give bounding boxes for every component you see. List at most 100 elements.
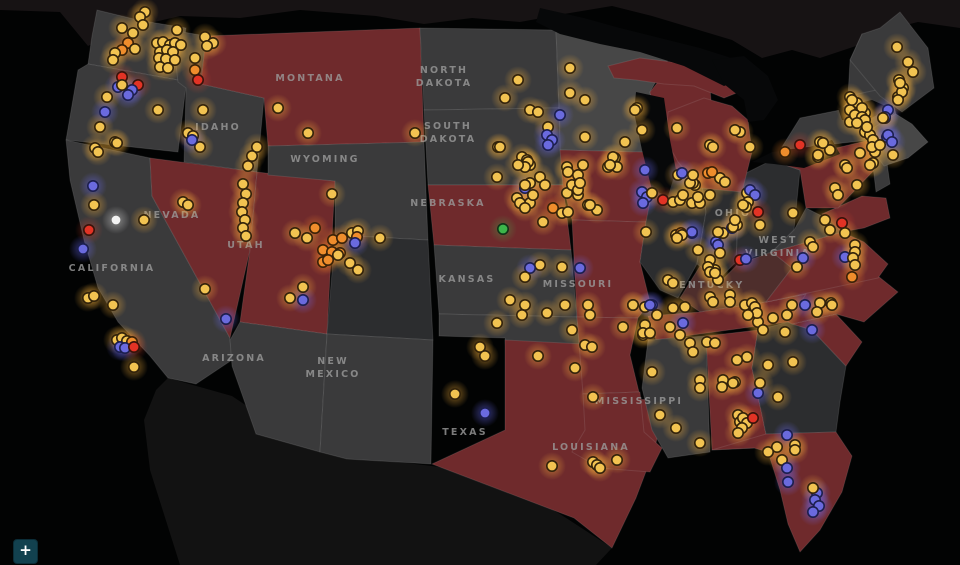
yellow-map-marker[interactable] [162,61,175,74]
orange-map-marker[interactable] [546,202,559,215]
white-map-marker[interactable] [110,214,123,227]
yellow-map-marker[interactable] [565,323,578,336]
yellow-map-marker[interactable] [728,214,741,227]
yellow-map-marker[interactable] [578,131,591,144]
yellow-map-marker[interactable] [555,260,568,273]
yellow-map-marker[interactable] [246,150,259,163]
yellow-map-marker[interactable] [730,353,743,366]
yellow-map-marker[interactable] [533,258,546,271]
yellow-map-marker[interactable] [251,141,264,154]
yellow-map-marker[interactable] [693,381,706,394]
yellow-map-marker[interactable] [713,247,726,260]
yellow-map-marker[interactable] [288,227,301,240]
orange-map-marker[interactable] [321,254,334,267]
blue-map-marker[interactable] [638,164,651,177]
yellow-map-marker[interactable] [811,149,824,162]
yellow-map-marker[interactable] [666,301,679,314]
yellow-map-marker[interactable] [563,87,576,100]
yellow-map-marker[interactable] [583,199,596,212]
yellow-map-marker[interactable] [873,139,886,152]
yellow-map-marker[interactable] [448,387,461,400]
yellow-map-marker[interactable] [175,38,188,51]
yellow-map-marker[interactable] [718,176,731,189]
yellow-map-marker[interactable] [618,136,631,149]
blue-map-marker[interactable] [99,106,112,119]
yellow-map-marker[interactable] [199,282,212,295]
orange-map-marker[interactable] [335,232,348,245]
yellow-map-marker[interactable] [194,141,207,154]
yellow-map-marker[interactable] [901,55,914,68]
yellow-map-marker[interactable] [558,298,571,311]
blue-map-marker[interactable] [87,180,100,193]
yellow-map-marker[interactable] [169,53,182,66]
orange-map-marker[interactable] [189,64,202,77]
yellow-map-marker[interactable] [691,244,704,257]
blue-map-marker[interactable] [541,139,554,152]
yellow-map-marker[interactable] [723,295,736,308]
yellow-map-marker[interactable] [669,421,682,434]
yellow-map-marker[interactable] [686,169,699,182]
yellow-map-marker[interactable] [806,241,819,254]
yellow-map-marker[interactable] [715,380,728,393]
yellow-map-marker[interactable] [860,121,873,134]
yellow-map-marker[interactable] [853,147,866,160]
yellow-map-marker[interactable] [152,104,165,117]
yellow-map-marker[interactable] [88,199,101,212]
yellow-map-marker[interactable] [691,191,704,204]
blue-map-marker[interactable] [675,167,688,180]
blue-map-marker[interactable] [553,109,566,122]
yellow-map-marker[interactable] [498,92,511,105]
yellow-map-marker[interactable] [101,91,114,104]
yellow-map-marker[interactable] [676,189,689,202]
blue-map-marker[interactable] [636,197,649,210]
yellow-map-marker[interactable] [810,305,823,318]
yellow-map-marker[interactable] [351,263,364,276]
yellow-map-marker[interactable] [531,106,544,119]
yellow-map-marker[interactable] [628,104,641,117]
blue-map-marker[interactable] [296,293,309,306]
red-map-marker[interactable] [751,206,764,219]
yellow-map-marker[interactable] [708,336,721,349]
yellow-map-marker[interactable] [593,461,606,474]
yellow-map-marker[interactable] [761,445,774,458]
yellow-map-marker[interactable] [848,258,861,271]
yellow-map-marker[interactable] [645,187,658,200]
yellow-map-marker[interactable] [771,390,784,403]
yellow-map-marker[interactable] [296,280,309,293]
yellow-map-marker[interactable] [890,40,903,53]
yellow-map-marker[interactable] [626,298,639,311]
yellow-map-marker[interactable] [706,295,719,308]
yellow-map-marker[interactable] [650,308,663,321]
yellow-map-marker[interactable] [331,249,344,262]
yellow-map-marker[interactable] [576,159,589,172]
yellow-map-marker[interactable] [731,426,744,439]
yellow-map-marker[interactable] [876,112,889,125]
yellow-map-marker[interactable] [673,328,686,341]
yellow-map-marker[interactable] [726,376,739,389]
yellow-map-marker[interactable] [94,121,107,134]
red-map-marker[interactable] [835,217,848,230]
yellow-map-marker[interactable] [653,408,666,421]
yellow-map-marker[interactable] [736,199,749,212]
yellow-map-marker[interactable] [189,51,202,64]
yellow-map-marker[interactable] [788,443,801,456]
blue-map-marker[interactable] [806,505,819,518]
yellow-map-marker[interactable] [818,214,831,227]
yellow-map-marker[interactable] [237,178,250,191]
yellow-map-marker[interactable] [753,376,766,389]
yellow-map-marker[interactable] [850,179,863,192]
yellow-map-marker[interactable] [511,159,524,172]
yellow-map-marker[interactable] [561,166,574,179]
yellow-map-marker[interactable] [863,159,876,172]
blue-map-marker[interactable] [885,136,898,149]
yellow-map-marker[interactable] [790,260,803,273]
yellow-map-marker[interactable] [670,232,683,245]
yellow-map-marker[interactable] [806,481,819,494]
orange-map-marker[interactable] [845,270,858,283]
yellow-map-marker[interactable] [518,202,531,215]
blue-map-marker[interactable] [798,298,811,311]
yellow-map-marker[interactable] [585,340,598,353]
yellow-map-marker[interactable] [107,298,120,311]
blue-map-marker[interactable] [780,461,793,474]
